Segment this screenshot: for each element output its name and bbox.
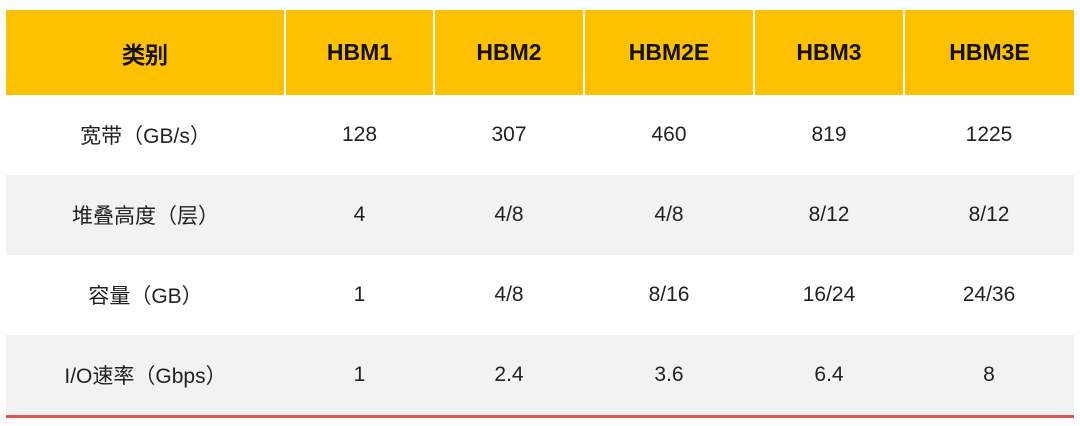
header-cell: HBM3: [753, 10, 904, 95]
header-cell: HBM1: [284, 10, 434, 95]
table-row: I/O速率（Gbps） 1 2.4 3.6 6.4 8: [6, 335, 1074, 415]
header-cell: HBM2E: [583, 10, 754, 95]
row-label: I/O速率（Gbps）: [6, 335, 285, 415]
table-row: 宽带（GB/s） 128 307 460 819 1225: [6, 95, 1074, 175]
table-cell: 16/24: [802, 283, 856, 306]
table-cell: 8: [904, 335, 1074, 415]
table-cell: 3.6: [584, 335, 754, 415]
bottom-rule: [6, 415, 1074, 418]
row-label: 宽带（GB/s）: [80, 125, 211, 148]
comparison-table: 类别 HBM1 HBM2 HBM2E HBM3 HBM3E 宽带（GB/s） 128 307 4…: [6, 10, 1074, 415]
table-cell: 307: [491, 123, 527, 146]
header-row: 类别 HBM1 HBM2 HBM2E HBM3 HBM3E: [6, 10, 1074, 95]
table-cell: 819: [811, 123, 847, 146]
table-cell: 4/8: [584, 175, 754, 255]
table-cell: 1: [353, 283, 366, 306]
table-cell: 4/8: [434, 175, 584, 255]
table-row: 堆叠高度（层） 4 4/8 4/8 8/12 8/12: [6, 175, 1074, 255]
table-cell: 8/16: [648, 283, 690, 306]
table-cell: 4: [285, 175, 434, 255]
table-cell: 4/8: [494, 283, 524, 306]
row-label: 堆叠高度（层）: [6, 175, 285, 255]
header-cell: 类别: [6, 10, 285, 95]
table-row: 容量（GB） 1 4/8 8/16 16/24 24/36: [6, 255, 1074, 335]
table-cell: 8/12: [754, 175, 904, 255]
table-cell: 1: [285, 335, 434, 415]
table-cell: 2.4: [434, 335, 584, 415]
table-cell: 6.4: [754, 335, 904, 415]
table-body: 宽带（GB/s） 128 307 460 819 1225 堆叠高度（层） 4 4/8 4/8 8/…: [6, 95, 1074, 415]
row-label: 容量（GB）: [88, 285, 203, 308]
table-cell: 8/12: [904, 175, 1074, 255]
table-cell: 128: [341, 123, 378, 146]
header-cell: HBM2: [433, 10, 584, 95]
table-cell: 24/36: [962, 283, 1016, 306]
header-cell: HBM3E: [903, 10, 1074, 95]
table-cell: 1225: [965, 123, 1013, 146]
table-cell: 460: [651, 123, 687, 146]
table-container: 类别 HBM1 HBM2 HBM2E HBM3 HBM3E 宽带（GB/s） 128 307 4…: [6, 10, 1074, 418]
